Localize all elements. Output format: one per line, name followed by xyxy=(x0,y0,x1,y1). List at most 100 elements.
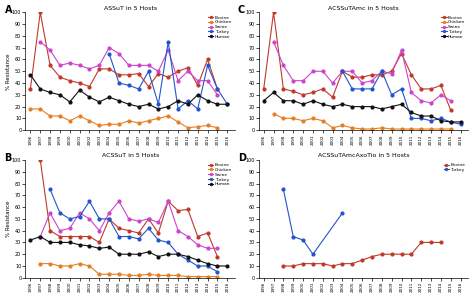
Human xyxy=(27,238,33,242)
Bovine xyxy=(175,209,181,212)
Turkey xyxy=(126,84,132,87)
Human xyxy=(195,93,201,97)
Human xyxy=(458,120,464,124)
Swine xyxy=(428,101,434,105)
Swine xyxy=(47,211,53,215)
Turkey xyxy=(310,252,316,256)
Turkey xyxy=(339,211,345,215)
Chicken xyxy=(97,272,102,276)
Turkey xyxy=(419,117,424,120)
Swine xyxy=(215,246,220,250)
Chicken xyxy=(185,126,191,130)
Human xyxy=(389,105,394,108)
Swine xyxy=(359,81,365,85)
Bovine xyxy=(126,73,132,77)
Chicken xyxy=(27,107,33,111)
Human xyxy=(310,99,316,103)
Turkey xyxy=(175,107,181,111)
Chicken xyxy=(205,124,210,127)
Bovine xyxy=(349,262,355,266)
Human xyxy=(215,103,220,106)
Chicken xyxy=(215,126,220,130)
Bovine xyxy=(37,10,43,14)
Turkey xyxy=(195,107,201,111)
Bovine xyxy=(136,231,142,235)
Turkey xyxy=(428,119,434,122)
Human xyxy=(175,252,181,256)
Human xyxy=(300,103,306,106)
Swine xyxy=(97,229,102,232)
Human xyxy=(224,103,230,106)
Human xyxy=(165,252,171,256)
Bovine xyxy=(369,73,375,77)
Chicken xyxy=(291,117,296,120)
Bovine xyxy=(428,241,434,244)
Human xyxy=(379,107,385,111)
Turkey xyxy=(369,87,375,91)
Chicken xyxy=(369,127,375,131)
Chicken xyxy=(409,127,414,131)
Swine xyxy=(399,48,404,52)
Swine xyxy=(320,69,326,73)
Human xyxy=(428,114,434,118)
Chicken xyxy=(339,124,345,127)
Swine xyxy=(369,79,375,83)
Bovine xyxy=(330,264,336,268)
Bovine xyxy=(448,108,454,112)
Swine xyxy=(77,211,82,215)
Bovine xyxy=(310,262,316,266)
Legend: Bovine, Chicken, Swine, Turkey, Human: Bovine, Chicken, Swine, Turkey, Human xyxy=(207,15,233,40)
Swine xyxy=(339,69,345,73)
Bovine xyxy=(195,84,201,87)
Human xyxy=(205,99,210,103)
Line: Bovine: Bovine xyxy=(282,241,442,267)
Swine xyxy=(106,211,112,215)
Turkey xyxy=(300,238,306,242)
Human xyxy=(281,99,286,103)
Swine xyxy=(300,79,306,83)
Swine xyxy=(291,79,296,83)
Bovine xyxy=(205,58,210,61)
Title: ACSSuTAmcAxoTio in 5 Hosts: ACSSuTAmcAxoTio in 5 Hosts xyxy=(318,153,410,158)
Turkey xyxy=(458,122,464,126)
Human xyxy=(47,241,53,244)
Turkey xyxy=(291,235,296,238)
Swine xyxy=(155,221,161,224)
Line: Swine: Swine xyxy=(39,41,219,96)
Line: Chicken: Chicken xyxy=(272,112,452,131)
Chicken xyxy=(438,127,444,131)
Bovine xyxy=(369,255,375,258)
Turkey xyxy=(185,99,191,103)
Swine xyxy=(116,52,122,55)
Chicken xyxy=(320,119,326,122)
Human xyxy=(37,87,43,91)
Turkey xyxy=(195,264,201,268)
Title: ACSSuT in 5 Hosts: ACSSuT in 5 Hosts xyxy=(101,153,159,158)
Human xyxy=(116,99,122,103)
Human xyxy=(409,111,414,114)
Swine xyxy=(165,199,171,203)
Bovine xyxy=(67,79,73,83)
Turkey xyxy=(185,258,191,262)
Chicken xyxy=(77,262,82,266)
Bovine xyxy=(399,252,404,256)
Chicken xyxy=(419,127,424,131)
Bovine xyxy=(185,208,191,211)
Human xyxy=(448,120,454,124)
Bovine xyxy=(409,252,414,256)
Human xyxy=(77,88,82,92)
Bovine xyxy=(310,91,316,94)
Chicken xyxy=(87,264,92,268)
Swine xyxy=(349,69,355,73)
Line: Chicken: Chicken xyxy=(29,108,219,129)
Turkey xyxy=(224,103,230,106)
Human xyxy=(126,103,132,106)
Chicken xyxy=(146,272,151,276)
Turkey xyxy=(57,211,63,215)
Chicken xyxy=(136,274,142,277)
Turkey xyxy=(67,217,73,221)
Bovine xyxy=(379,252,385,256)
Line: Bovine: Bovine xyxy=(29,11,219,90)
Chicken xyxy=(106,122,112,126)
Swine xyxy=(97,63,102,67)
